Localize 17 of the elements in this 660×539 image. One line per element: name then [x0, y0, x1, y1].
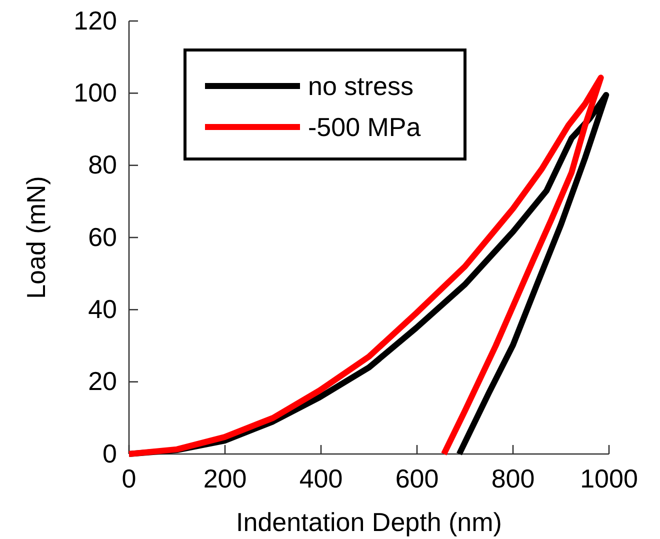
y-tick-label: 120 — [74, 5, 117, 36]
legend-label: no stress — [308, 71, 414, 101]
legend-label: -500 MPa — [308, 112, 422, 142]
x-axis-title: Indentation Depth (nm) — [236, 507, 502, 537]
y-tick-label: 20 — [88, 366, 117, 396]
y-tick-label: 100 — [74, 77, 117, 108]
y-tick-label: 0 — [102, 438, 117, 468]
y-tick-label: 40 — [88, 294, 117, 324]
y-tick-label: 80 — [88, 150, 117, 180]
y-tick-label: 60 — [88, 222, 117, 252]
x-tick-label: 400 — [299, 463, 343, 494]
x-tick-label: 200 — [203, 463, 247, 494]
x-tick-label: 1000 — [580, 463, 638, 494]
y-axis-title: Load (mN) — [21, 176, 51, 299]
x-tick-label: 0 — [122, 463, 136, 494]
x-tick-label: 800 — [491, 463, 535, 494]
x-tick-label: 600 — [395, 463, 439, 494]
